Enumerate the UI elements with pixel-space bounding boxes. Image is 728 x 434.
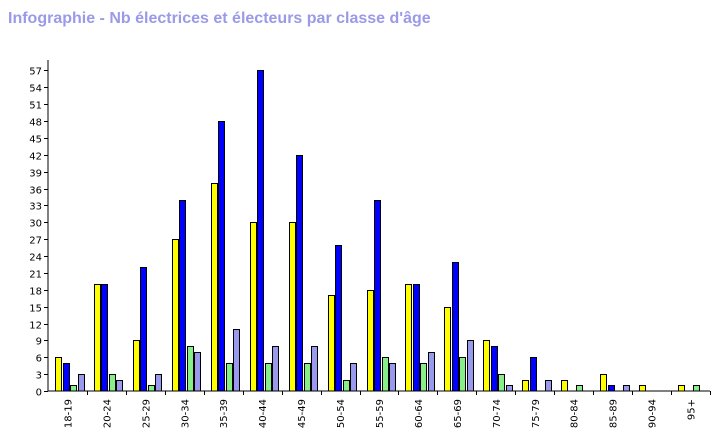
x-tick-label: 40-44 [258,399,269,428]
bar [335,245,342,392]
bar [109,374,116,392]
bar [506,385,513,392]
x-tick-label: 65-69 [453,399,464,428]
y-tick-label: 42 [29,152,42,163]
y-tick-label: 48 [29,118,42,129]
bar [530,357,537,392]
bar [78,374,85,392]
bar [233,329,240,392]
bar [374,200,381,392]
y-tick-label: 9 [36,337,42,348]
x-tick-label: 70-74 [492,399,503,428]
x-tick-label: 25-29 [141,399,152,428]
bar [63,363,70,392]
bar [678,385,685,392]
bar [420,363,427,392]
bar [693,385,700,392]
bar [133,340,140,392]
y-tick-label: 30 [29,219,42,230]
bar [250,222,257,392]
bar [265,363,272,392]
y-tick-label: 57 [29,67,42,78]
x-tick-label: 80-84 [570,399,581,428]
bar [140,267,147,392]
y-tick-label: 27 [29,236,42,247]
bar [328,295,335,392]
bar [179,200,186,392]
bar [467,340,474,392]
y-tick-label: 15 [29,304,42,315]
y-tick-label: 21 [29,270,42,281]
y-tick-label: 3 [36,371,42,382]
bar [522,380,529,392]
x-tick-label: 18-19 [63,399,74,428]
y-tick-label: 45 [29,135,42,146]
y-tick-label: 33 [29,202,42,213]
x-tick-label: 20-24 [102,399,113,428]
bar [350,363,357,392]
x-tick-label: 75-79 [531,399,542,428]
bar [576,385,583,392]
bar [296,155,303,392]
bar [428,352,435,392]
bar [483,340,490,392]
y-tick-label: 18 [29,287,42,298]
y-tick-label: 39 [29,169,42,180]
x-tick-label: 30-34 [180,399,191,428]
y-tick-label: 36 [29,186,42,197]
bar [600,374,607,392]
bar [311,346,318,392]
bar [116,380,123,392]
bar [367,290,374,392]
x-tick-label: 55-59 [375,399,386,428]
y-tick-label: 0 [36,388,42,399]
x-tick-label: 35-39 [219,399,230,428]
x-tick-label: 45-49 [297,399,308,428]
bar [289,222,296,392]
y-tick-label: 6 [36,354,42,365]
y-tick-label: 51 [29,101,42,112]
bar [226,363,233,392]
y-tick-label: 24 [29,253,42,264]
bar [194,352,201,392]
bar [101,284,108,392]
bar [405,284,412,392]
bar [459,357,466,392]
bar [623,385,630,392]
bar [382,357,389,392]
bar [94,284,101,392]
x-tick-label: 90-94 [648,399,659,428]
bar [211,183,218,392]
bar [304,363,311,392]
x-tick-label: 95+ [687,399,698,420]
bar [257,70,264,392]
bar [343,380,350,392]
y-tick-label: 12 [29,321,42,332]
bar [55,357,62,392]
bar [639,385,646,392]
bar [148,385,155,392]
bar [498,374,505,392]
bar [218,121,225,392]
bar [561,380,568,392]
x-tick-label: 50-54 [336,399,347,428]
y-tick-label: 54 [29,84,42,95]
x-tick-label: 60-64 [414,399,425,428]
bar [272,346,279,392]
bar [70,385,77,392]
bar [545,380,552,392]
x-tick-label: 85-89 [609,399,620,428]
bar [172,239,179,392]
bar [413,284,420,392]
bar [491,346,498,392]
bar [389,363,396,392]
chart-title: Infographie - Nb électrices et électeurs… [8,10,431,27]
bar [187,346,194,392]
bar [444,307,451,392]
bar [608,385,615,392]
bar [155,374,162,392]
bar [452,262,459,392]
